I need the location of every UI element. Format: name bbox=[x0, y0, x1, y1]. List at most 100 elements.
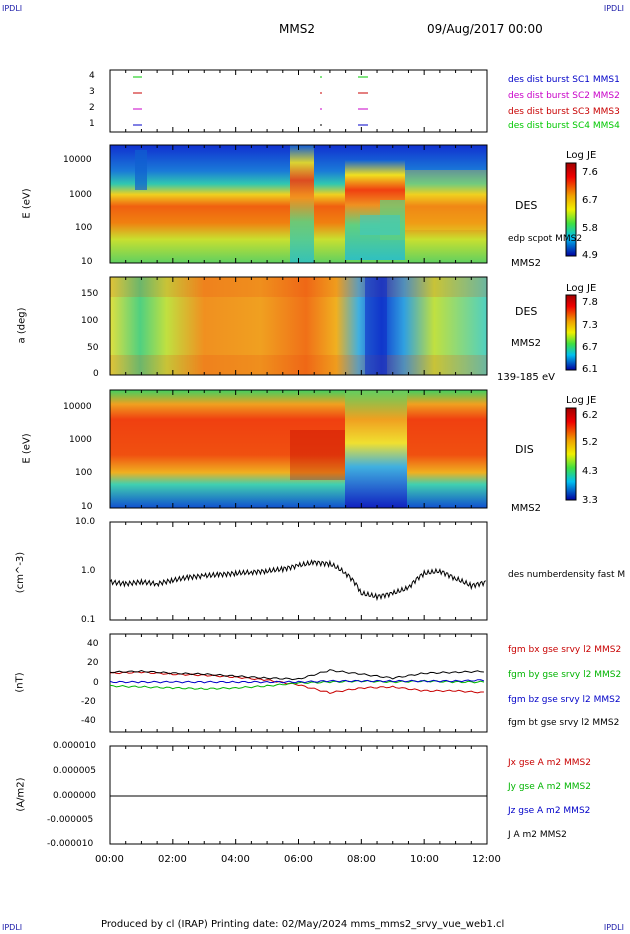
burst-tick: 4 bbox=[89, 71, 95, 81]
date-title: 09/Aug/2017 00:00 bbox=[427, 22, 543, 36]
x-tick-label: 12:00 bbox=[472, 854, 501, 865]
bfield-ylabel: (nT) bbox=[14, 672, 26, 693]
current-panel bbox=[109, 745, 488, 845]
cb3-tick: 6.2 bbox=[582, 410, 598, 421]
cb2-tick: 6.1 bbox=[582, 364, 598, 375]
x-tick-label: 10:00 bbox=[410, 854, 439, 865]
des-e-side-sub: edp scpot MMS2 bbox=[508, 234, 583, 244]
density-ylabel: (cm^-3) bbox=[15, 551, 27, 594]
des-e-side-bottom: MMS2 bbox=[511, 258, 541, 269]
current-tick: 0.000005 bbox=[53, 766, 96, 776]
cb3-tick: 4.3 bbox=[582, 466, 598, 477]
corner-label-bottom-left: IPDLI bbox=[2, 923, 23, 932]
burst-tick: 2 bbox=[89, 103, 95, 113]
dis-e-side-label: DIS bbox=[515, 443, 534, 456]
density-tick: 10.0 bbox=[75, 517, 96, 527]
current-legend: Jx gse A m2 MMS2 bbox=[508, 758, 591, 768]
des-e-tick: 10 bbox=[81, 257, 93, 267]
dis-e-side-bottom: MMS2 bbox=[511, 503, 541, 514]
burst-legend: des dist burst SC1 MMS1 bbox=[508, 75, 620, 85]
des-e-tick: 100 bbox=[75, 223, 93, 233]
cb2-tick: 6.7 bbox=[582, 342, 598, 353]
by-series-line bbox=[109, 679, 485, 690]
pitch-tick: 150 bbox=[81, 289, 99, 299]
dis-e-tick: 1000 bbox=[69, 435, 92, 445]
cb3-tick: 5.2 bbox=[582, 437, 598, 448]
dis-energy-spectrogram bbox=[109, 389, 488, 509]
colorbar-dis-energy bbox=[565, 407, 577, 501]
bfield-legend: fgm by gse srvy l2 MMS2 bbox=[508, 670, 622, 680]
current-legend: Jz gse A m2 MMS2 bbox=[508, 806, 591, 816]
cb3-tick: 3.3 bbox=[582, 495, 598, 506]
current-tick: 0.000010 bbox=[53, 741, 96, 751]
x-tick-label: 06:00 bbox=[284, 854, 313, 865]
footer-text: Produced by cl (IRAP) Printing date: 02/… bbox=[101, 919, 505, 930]
pitch-ylabel: a (deg) bbox=[16, 307, 28, 344]
corner-label-top-left: IPDLI bbox=[2, 4, 23, 13]
current-tick: 0.000000 bbox=[53, 791, 96, 801]
density-tick: 0.1 bbox=[81, 615, 96, 625]
x-tick-label: 04:00 bbox=[221, 854, 250, 865]
bx-series-line bbox=[109, 671, 484, 695]
cb1-tick: 7.6 bbox=[582, 167, 598, 178]
density-panel bbox=[109, 521, 488, 621]
current-legend: J A m2 MMS2 bbox=[508, 830, 567, 840]
dis-e-tick: 10000 bbox=[63, 402, 92, 412]
x-tick-label: 08:00 bbox=[347, 854, 376, 865]
burst-panel bbox=[109, 69, 488, 133]
density-series-line bbox=[109, 559, 486, 602]
x-tick-label: 02:00 bbox=[158, 854, 187, 865]
bfield-panel bbox=[109, 633, 488, 733]
pitch-side-bottom: MMS2 bbox=[511, 338, 541, 349]
bfield-legend: fgm bz gse srvy l2 MMS2 bbox=[508, 695, 621, 705]
bfield-legend: fgm bx gse srvy l2 MMS2 bbox=[508, 645, 622, 655]
corner-label-bottom-right: IPDLI bbox=[603, 923, 624, 932]
corner-label-top-right: IPDLI bbox=[603, 4, 624, 13]
des-e-side-label: DES bbox=[515, 199, 538, 212]
bfield-tick: -40 bbox=[81, 716, 96, 726]
des-pitch-spectrogram bbox=[109, 276, 488, 376]
cb3-title: Log JE bbox=[566, 395, 597, 406]
bfield-tick: 40 bbox=[87, 639, 99, 649]
des-e-tick: 10000 bbox=[63, 155, 92, 165]
current-ylabel: (A/m2) bbox=[15, 777, 27, 812]
bfield-legend: fgm bt gse srvy l2 MMS2 bbox=[508, 718, 620, 728]
cb1-tick: 6.7 bbox=[582, 195, 598, 206]
current-tick: -0.000010 bbox=[47, 839, 94, 849]
dis-e-tick: 10 bbox=[81, 502, 93, 512]
bfield-tick: -20 bbox=[81, 697, 96, 707]
burst-tick: 3 bbox=[89, 87, 95, 97]
density-tick: 1.0 bbox=[81, 566, 96, 576]
spacecraft-title: MMS2 bbox=[279, 22, 315, 36]
dis-e-ylabel: E (eV) bbox=[21, 433, 33, 464]
bz-series-line bbox=[109, 679, 485, 684]
cb1-title: Log JE bbox=[566, 150, 597, 161]
cb2-title: Log JE bbox=[566, 283, 597, 294]
burst-legend: des dist burst SC3 MMS3 bbox=[508, 107, 620, 117]
des-energy-spectrogram bbox=[109, 144, 488, 264]
colorbar-des-energy bbox=[565, 162, 577, 257]
pitch-energy-range: 139-185 eV bbox=[497, 372, 555, 383]
bt-series-line bbox=[109, 669, 484, 681]
bfield-tick: 0 bbox=[93, 678, 99, 688]
colorbar-des-pitch bbox=[565, 294, 577, 371]
burst-legend: des dist burst SC4 MMS4 bbox=[508, 121, 620, 131]
pitch-tick: 50 bbox=[87, 343, 99, 353]
current-legend: Jy gse A m2 MMS2 bbox=[508, 782, 591, 792]
des-e-ylabel: E (eV) bbox=[21, 188, 33, 219]
cb2-tick: 7.8 bbox=[582, 297, 598, 308]
burst-tick: 1 bbox=[89, 119, 95, 129]
burst-legend: des dist burst SC2 MMS2 bbox=[508, 91, 620, 101]
x-axis-ticks bbox=[109, 70, 488, 844]
cb2-tick: 7.3 bbox=[582, 320, 598, 331]
cb1-tick: 4.9 bbox=[582, 250, 598, 261]
cb1-tick: 5.8 bbox=[582, 223, 598, 234]
pitch-side-label: DES bbox=[515, 305, 538, 318]
current-tick: -0.000005 bbox=[47, 815, 94, 825]
pitch-tick: 0 bbox=[93, 369, 99, 379]
dis-e-tick: 100 bbox=[75, 468, 93, 478]
x-tick-label: 00:00 bbox=[95, 854, 124, 865]
density-legend: des numberdensity fast M bbox=[508, 570, 626, 580]
des-e-tick: 1000 bbox=[69, 190, 92, 200]
